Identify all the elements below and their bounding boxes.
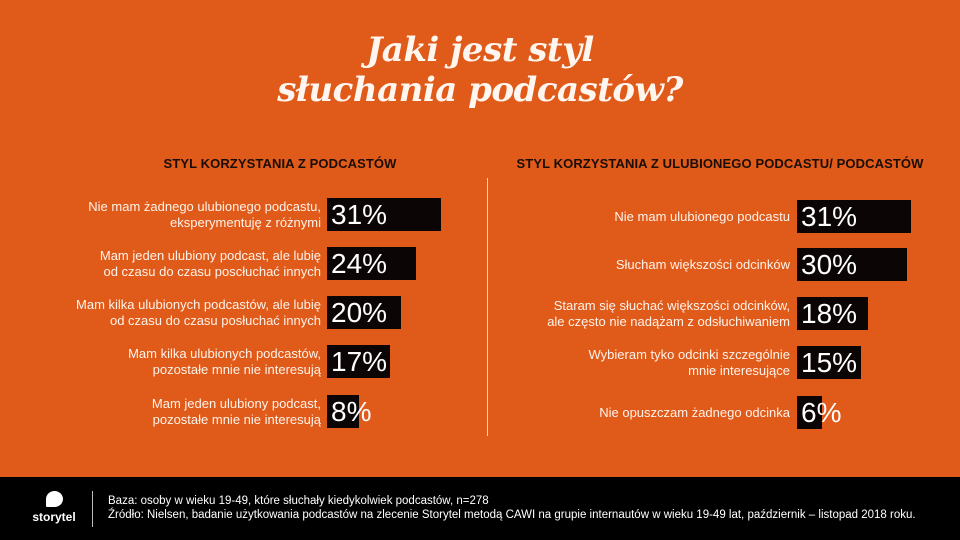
right-row-label-4: Wybieram tyko odcinki szczególnie mnie in…	[588, 347, 790, 378]
right-row-label-5: Nie opuszczam żadnego odcinka	[599, 405, 790, 420]
title-line-2: słuchania podcastów?	[277, 70, 683, 110]
bar	[797, 248, 907, 281]
base-note: Baza: osoby w wieku 19-49, które słuchał…	[108, 495, 489, 507]
left-row-label-3: Mam kilka ulubionych podcastów, ale lubi…	[76, 297, 321, 328]
panel-divider	[487, 178, 488, 436]
left-row-label-5: Mam jeden ulubiony podcast, pozostałe mni…	[151, 396, 321, 427]
bar-value: 15%	[801, 347, 858, 378]
left-row-label-4: Mam kilka ulubionych podcastów, pozostałe…	[128, 346, 321, 377]
bar-value: 18%	[801, 298, 858, 329]
right-row-label-3: Staram się słuchać większości odcinków, a…	[547, 298, 790, 329]
bar	[327, 198, 441, 231]
bar-value: 6%	[801, 397, 842, 428]
page-title: Jaki jest styl słuchania podcastów?	[0, 30, 960, 110]
left-chart-heading: STYL KORZYSTANIA Z PODCASTÓW	[163, 156, 397, 171]
bar-value: 20%	[331, 297, 388, 328]
source-note: Źródło: Nielsen, badanie użytkowania pod…	[108, 509, 916, 521]
bar	[327, 395, 359, 428]
bar-value: 31%	[801, 201, 858, 232]
footer-divider	[92, 491, 93, 527]
bar	[797, 396, 822, 429]
speech-bubble-icon	[45, 491, 63, 507]
right-bar-row-5: 6%	[797, 396, 917, 430]
title-line-1: Jaki jest styl	[366, 30, 594, 70]
left-bar-row-3: 20%	[327, 296, 447, 330]
bar	[797, 346, 861, 379]
bar-value: 31%	[331, 199, 388, 230]
bar-value: 17%	[331, 346, 388, 377]
right-bar-row-3: 18%	[797, 297, 917, 331]
bar-value: 8%	[331, 396, 372, 427]
bar-value: 24%	[331, 248, 388, 279]
storytel-logo: storytel	[26, 491, 82, 524]
left-row-label-2: Mam jeden ulubiony podcast, ale lubię od …	[99, 248, 321, 279]
left-bar-row-1: 31%	[327, 198, 447, 232]
right-row-label-2: Słucham większości odcinków	[615, 257, 790, 272]
left-bar-row-4: 17%	[327, 345, 447, 379]
footer: storytel Baza: osoby w wieku 19-49, któr…	[0, 477, 960, 540]
right-chart-heading: STYL KORZYSTANIA Z ULUBIONEGO PODCASTU/ …	[516, 156, 924, 171]
logo-text: storytel	[32, 510, 76, 524]
right-bar-row-1: 31%	[797, 200, 917, 234]
bar	[327, 345, 390, 378]
left-row-label-1: Nie mam żadnego ulubionego podcastu, eksp…	[88, 199, 321, 230]
bar	[797, 297, 868, 330]
right-bar-row-2: 30%	[797, 248, 917, 282]
footer-notes: Baza: osoby w wieku 19-49, które słuchał…	[108, 494, 916, 522]
bar	[327, 247, 416, 280]
right-row-label-1: Nie mam ulubionego podcastu	[614, 209, 790, 224]
bar-value: 30%	[801, 249, 858, 280]
right-bar-row-4: 15%	[797, 346, 917, 380]
left-bar-row-5: 8%	[327, 395, 447, 429]
left-bar-row-2: 24%	[327, 247, 447, 281]
bar	[797, 200, 911, 233]
bar	[327, 296, 401, 329]
